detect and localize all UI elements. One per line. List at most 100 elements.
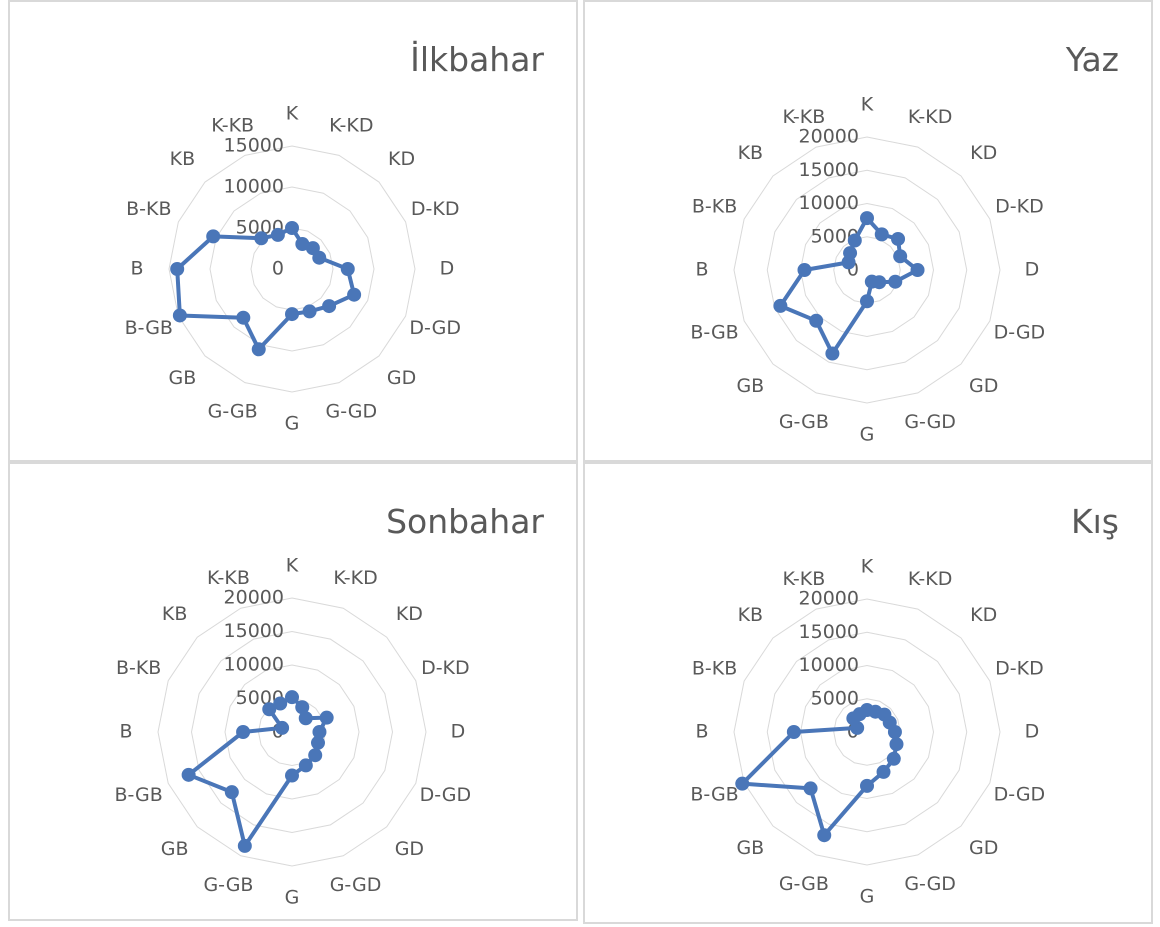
category-label: KD bbox=[970, 604, 997, 626]
data-point bbox=[298, 758, 313, 773]
category-label: KB bbox=[170, 148, 196, 170]
grid-ring bbox=[766, 169, 968, 371]
data-point bbox=[809, 313, 824, 328]
category-label: K-KD bbox=[333, 567, 377, 589]
data-point bbox=[852, 707, 867, 722]
category-label: B-GB bbox=[690, 322, 738, 344]
radial-tick-label: 10000 bbox=[224, 654, 284, 676]
category-label: B bbox=[695, 259, 708, 281]
data-point bbox=[876, 764, 891, 779]
radial-tick-label: 0 bbox=[272, 258, 284, 280]
radar-chart: K K-KD KD D-KD D D-GD GD G-GD G G-GB GB B-GB B B-KB KB… bbox=[114, 555, 472, 909]
category-label: K-KD bbox=[908, 106, 952, 128]
data-point bbox=[825, 346, 840, 361]
data-point bbox=[886, 751, 901, 766]
data-point bbox=[262, 702, 277, 717]
category-label: KD bbox=[970, 142, 997, 164]
radial-tick-label: 10000 bbox=[799, 654, 859, 676]
category-label: B bbox=[119, 721, 132, 743]
category-label: B bbox=[130, 258, 143, 280]
data-point bbox=[735, 776, 750, 791]
data-point bbox=[319, 710, 334, 725]
radial-tick-label: 5000 bbox=[811, 225, 859, 247]
category-label: B-GB bbox=[125, 317, 173, 339]
grid-ring bbox=[799, 664, 935, 800]
grid-ring bbox=[733, 136, 1001, 404]
category-label: K-KB bbox=[211, 114, 254, 136]
data-point bbox=[864, 274, 879, 289]
category-label: D-KD bbox=[411, 198, 460, 220]
data-point bbox=[910, 263, 925, 277]
data-point bbox=[312, 250, 327, 265]
radial-tick-label: 15000 bbox=[224, 620, 284, 642]
category-label: D-GD bbox=[994, 784, 1046, 806]
radial-tick-label: 10000 bbox=[799, 192, 859, 214]
chart-panel-ilkbahar: İlkbahar K K-KD KD D-KD D D-GD GD G-GD G G-GB GB B-… bbox=[8, 0, 578, 462]
data-point bbox=[295, 700, 310, 715]
category-label: D-KD bbox=[421, 657, 470, 679]
category-label: D-GD bbox=[409, 317, 461, 339]
category-label: B-KB bbox=[692, 657, 737, 679]
category-label: GD bbox=[387, 367, 416, 389]
data-point bbox=[874, 227, 889, 242]
data-point bbox=[236, 310, 251, 325]
data-point bbox=[860, 778, 874, 793]
data-point bbox=[773, 298, 788, 313]
data-point bbox=[310, 735, 325, 750]
category-label: G-GB bbox=[208, 401, 258, 423]
category-label: KB bbox=[738, 604, 764, 626]
grid-ring bbox=[190, 630, 394, 834]
data-point bbox=[889, 737, 904, 752]
data-point bbox=[170, 262, 185, 276]
radial-tick-label: 5000 bbox=[811, 687, 859, 709]
data-point bbox=[340, 262, 355, 276]
category-label: K-KB bbox=[782, 568, 825, 590]
series-line bbox=[740, 708, 899, 838]
grid-ring bbox=[168, 145, 416, 393]
data-point bbox=[893, 249, 908, 264]
data-point bbox=[817, 828, 832, 843]
grid-ring bbox=[224, 664, 360, 800]
data-point bbox=[295, 236, 310, 251]
data-point bbox=[843, 246, 858, 261]
category-label: D bbox=[1025, 721, 1040, 743]
data-point bbox=[860, 294, 874, 309]
category-label: D-GD bbox=[420, 784, 472, 806]
radar-chart: K K-KD KD D-KD D D-GD GD G-GD G G-GB GB B-GB B B-KB KB… bbox=[690, 556, 1046, 908]
category-label: B-KB bbox=[116, 657, 161, 679]
radial-tick-label: 15000 bbox=[799, 159, 859, 181]
chart-title: Yaz bbox=[1065, 40, 1119, 79]
data-point bbox=[308, 748, 323, 763]
chart-title: Kış bbox=[1070, 502, 1119, 541]
grid-ring bbox=[799, 202, 935, 338]
data-point bbox=[860, 211, 874, 226]
data-point bbox=[172, 308, 187, 323]
data-point bbox=[891, 231, 906, 246]
category-label: K bbox=[286, 555, 299, 577]
category-label: G-GD bbox=[904, 411, 956, 433]
data-point bbox=[237, 838, 252, 853]
category-label: D bbox=[440, 258, 455, 280]
data-point bbox=[322, 299, 337, 314]
category-label: GB bbox=[736, 375, 764, 397]
category-label: GB bbox=[736, 837, 764, 859]
data-point bbox=[236, 725, 251, 739]
chart-title: İlkbahar bbox=[410, 40, 544, 79]
chart-panel-kis: Kış K K-KD KD D-KD D D-GD GD G-GD G G-GB GB B-GB B B-… bbox=[583, 462, 1153, 924]
radar-chart: K K-KD KD D-KD D D-GD GD G-GD G G-GB GB B-GB B B-KB KB… bbox=[690, 94, 1045, 446]
grid-ring bbox=[209, 186, 375, 352]
category-label: KD bbox=[396, 603, 423, 625]
category-label: GB bbox=[161, 838, 189, 860]
radial-tick-label: 15000 bbox=[224, 135, 284, 157]
category-label: D bbox=[1025, 259, 1040, 281]
category-label: G-GB bbox=[203, 874, 253, 896]
category-label: B-GB bbox=[114, 784, 162, 806]
radial-tick-label: 20000 bbox=[799, 588, 859, 610]
data-point bbox=[273, 696, 288, 711]
data-point bbox=[888, 274, 903, 289]
category-label: KB bbox=[162, 603, 188, 625]
grid-ring bbox=[833, 698, 901, 766]
category-label: B-KB bbox=[126, 198, 171, 220]
category-label: G-GD bbox=[904, 873, 956, 895]
category-label: K bbox=[861, 94, 874, 116]
